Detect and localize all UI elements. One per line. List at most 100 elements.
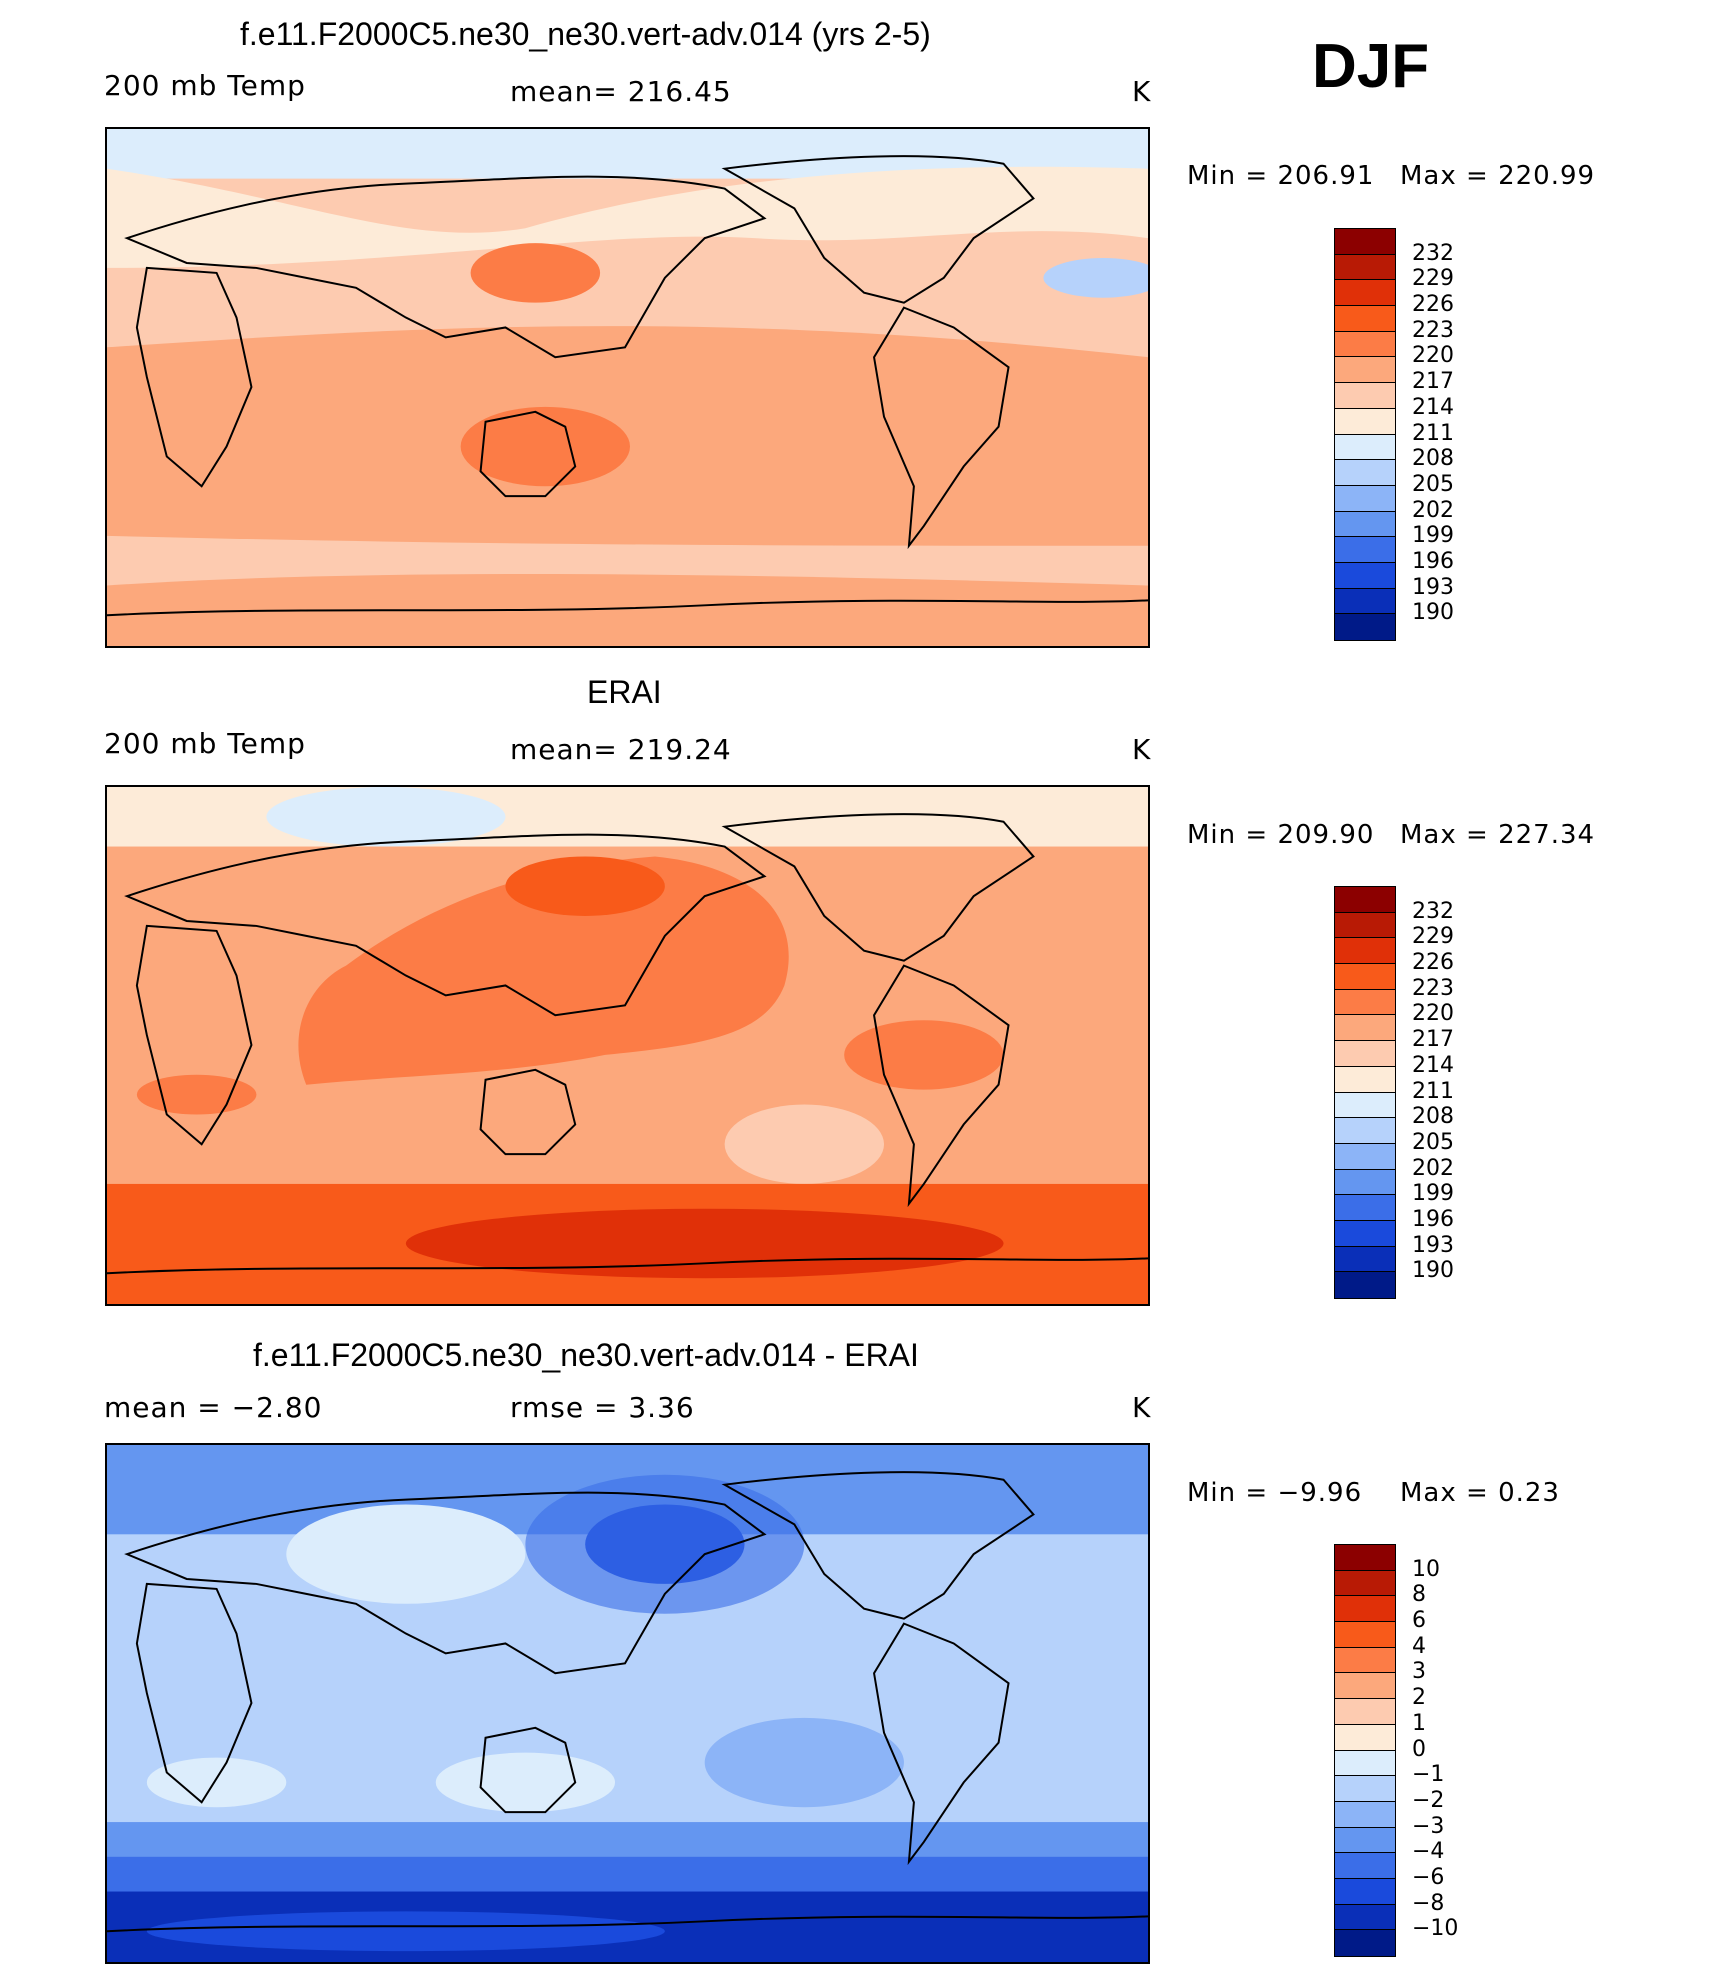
panel-1-mean-label: mean= 216.45 [510,75,732,108]
colorbar-tick-label: 205 [1412,471,1454,497]
colorbar-tick-label: 208 [1412,1104,1454,1130]
contour-cool-spot-atlantic [1043,258,1148,298]
colorbar-tick-label: 232 [1412,240,1454,266]
coast-africa [135,1582,253,1804]
panel-1-units-label: K [1132,75,1152,108]
panel-1-colorbar [1334,228,1396,641]
colorbar-box [1334,1929,1396,1957]
colorbar-box [1334,937,1396,965]
contour-warm-pacific [298,856,789,1085]
coast-eurasia [124,833,767,1017]
colorbar-box [1334,911,1396,939]
contour-warm-spot-south-america [844,1020,1004,1090]
colorbar-box [1334,305,1396,333]
panel-1-title: f.e11.F2000C5.ne30_ne30.vert-adv.014 (yr… [240,16,931,52]
colorbar-box [1334,407,1396,435]
colorbar-tick-label: 226 [1412,292,1454,318]
colorbar-tick-label: 214 [1412,1052,1454,1078]
colorbar-tick-label: 196 [1412,548,1454,574]
coast-antarctica [107,599,1148,617]
colorbar-tick-label: 226 [1412,950,1454,976]
colorbar-box [1334,253,1396,281]
colorbar-box [1334,561,1396,590]
colorbar-tick-label: 217 [1412,369,1454,395]
colorbar-tick-label: 190 [1412,1258,1454,1284]
colorbar-box [1334,1595,1396,1623]
coast-africa [135,924,253,1146]
colorbar-box [1334,1569,1396,1597]
colorbar-tick-label: −4 [1412,1839,1445,1865]
contour-mid-spot-pacific [525,1474,805,1614]
colorbar-tick-label: 193 [1412,574,1454,600]
panel-3-title: f.e11.F2000C5.ne30_ne30.vert-adv.014 - E… [253,1337,919,1373]
colorbar-box [1334,279,1396,307]
colorbar-tick-label: 1 [1412,1710,1426,1736]
colorbar-box [1334,1672,1396,1700]
colorbar-tick-label: 4 [1412,1633,1426,1659]
coast-africa [135,266,253,488]
panel-3-max-label: Max = 0.23 [1400,1478,1560,1508]
colorbar-box [1334,1245,1396,1273]
colorbar-box [1334,1800,1396,1829]
colorbar-box [1334,988,1396,1016]
colorbar-box [1334,1117,1396,1145]
colorbar-box [1334,1775,1396,1803]
panel-2-map-svg [107,787,1148,1304]
colorbar-box [1334,510,1396,538]
panel-1-variable-label: 200 mb Temp [104,69,306,102]
coast-eurasia [124,175,767,359]
panel-2-map [105,785,1150,1306]
coast-north-america [721,813,1035,962]
colorbar-tick-label: 217 [1412,1027,1454,1053]
panel-2-max-label: Max = 227.34 [1400,820,1596,850]
colorbar-tick-label: 220 [1412,343,1454,369]
coast-antarctica [107,1257,1148,1275]
colorbar-box [1334,1014,1396,1042]
contour-spot-pacific-east [704,1717,904,1808]
contour-band-south [107,574,1148,646]
colorbar-tick-label: 208 [1412,446,1454,472]
coast-north-america [721,1471,1035,1620]
contour-band-south-2 [107,1856,1148,1897]
season-label: DJF [1312,32,1430,101]
colorbar-box [1334,1826,1396,1854]
colorbar-box [1334,536,1396,564]
colorbar-box [1334,484,1396,513]
contour-band-south-2 [405,1208,1004,1279]
colorbar-tick-label: 220 [1412,1001,1454,1027]
coastline [107,155,1148,617]
colorbar-box [1334,228,1396,256]
colorbar-box [1334,1621,1396,1649]
colorbar-box [1334,1749,1396,1777]
colorbar-box [1334,1168,1396,1196]
colorbar-tick-label: −8 [1412,1890,1445,1916]
panel-3-map-svg [107,1445,1148,1962]
coast-antarctica [107,1915,1148,1933]
colorbar-tick-label: 190 [1412,600,1454,626]
colorbar-box [1334,330,1396,358]
contour-band-north [107,787,1148,847]
colorbar-tick-label: 196 [1412,1206,1454,1232]
coast-south-america [873,964,1010,1208]
panel-3-colorbar [1334,1544,1396,1957]
colorbar-tick-label: 205 [1412,1129,1454,1155]
contour-warm-spot-africa [136,1074,257,1115]
colorbar-tick-label: 8 [1412,1582,1426,1608]
colorbar-tick-label: 193 [1412,1232,1454,1258]
panel-1-max-label: Max = 220.99 [1400,161,1596,191]
colorbar-tick-label: −3 [1412,1813,1445,1839]
contour-light-spot-siberia [286,1504,526,1604]
coast-north-america [721,155,1035,304]
colorbar-box [1334,1698,1396,1726]
colorbar-box [1334,1219,1396,1248]
panel-3-mean-label: mean = −2.80 [104,1391,323,1424]
colorbar-box [1334,1646,1396,1674]
panel-2-mean-label: mean= 219.24 [510,733,732,766]
colorbar-box [1334,1065,1396,1093]
colorbar-tick-label: 211 [1412,1078,1454,1104]
colorbar-box [1334,1544,1396,1572]
colorbar-box [1334,963,1396,991]
contour-warm-spot-japan [470,243,601,303]
colorbar-box [1334,1903,1396,1931]
colorbar-tick-label: −6 [1412,1864,1445,1890]
